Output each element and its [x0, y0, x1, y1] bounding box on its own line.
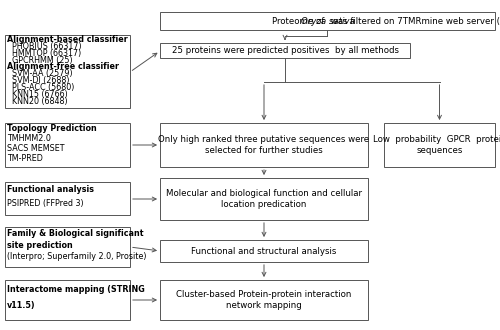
- Bar: [5, 280, 130, 320]
- Bar: [5, 35, 130, 108]
- Text: Functional analysis: Functional analysis: [7, 185, 94, 194]
- Text: v11.5): v11.5): [7, 301, 36, 310]
- Text: site prediction: site prediction: [7, 241, 73, 250]
- Text: Molecular and biological function and cellular
location predication: Molecular and biological function and ce…: [166, 189, 362, 209]
- Text: was filtered on 7TMRmine web server (66317 proteins): was filtered on 7TMRmine web server (663…: [328, 16, 500, 25]
- Bar: [160, 123, 368, 167]
- Text: Proteome of: Proteome of: [272, 16, 328, 25]
- Text: Low  probability  GPCR  protein
sequences: Low probability GPCR protein sequences: [372, 135, 500, 155]
- Text: SVM-AA (2579): SVM-AA (2579): [7, 69, 72, 79]
- Text: Functional and structural analysis: Functional and structural analysis: [192, 247, 336, 255]
- Bar: [5, 227, 130, 267]
- Text: GPCRHMM (25): GPCRHMM (25): [7, 55, 72, 65]
- Text: Family & Biological significant: Family & Biological significant: [7, 229, 143, 238]
- Bar: [5, 123, 130, 167]
- Text: Only high ranked three putative sequences were
selected for further studies: Only high ranked three putative sequence…: [158, 135, 370, 155]
- Text: Cluster-based Protein-protein interaction
network mapping: Cluster-based Protein-protein interactio…: [176, 290, 352, 310]
- Bar: [160, 43, 410, 58]
- Text: TM-PRED: TM-PRED: [7, 154, 43, 163]
- Text: Oryza sativa: Oryza sativa: [300, 16, 354, 25]
- Text: HMMTOP (66317): HMMTOP (66317): [7, 49, 81, 57]
- Bar: [5, 182, 130, 215]
- Text: PSIPRED (FFPred 3): PSIPRED (FFPred 3): [7, 199, 84, 208]
- Text: Alignment-free classifier: Alignment-free classifier: [7, 62, 119, 72]
- Bar: [160, 240, 368, 262]
- Bar: [160, 280, 368, 320]
- Text: KNN20 (6848): KNN20 (6848): [7, 97, 68, 106]
- Text: Alignment-based classifier: Alignment-based classifier: [7, 35, 128, 44]
- Bar: [160, 12, 495, 30]
- Text: Topology Prediction: Topology Prediction: [7, 124, 97, 133]
- Text: Interactome mapping (STRING: Interactome mapping (STRING: [7, 285, 145, 294]
- Bar: [160, 178, 368, 220]
- Text: PLS-ACC (5680): PLS-ACC (5680): [7, 83, 74, 92]
- Text: 25 proteins were predicted positives  by all methods: 25 proteins were predicted positives by …: [172, 46, 398, 55]
- Text: PHOBIUS (66317): PHOBIUS (66317): [7, 42, 82, 50]
- Text: KNN15 (6766): KNN15 (6766): [7, 90, 68, 99]
- Text: SACS MEMSET: SACS MEMSET: [7, 144, 64, 153]
- Text: (Interpro; Superfamily 2.0, Prosite): (Interpro; Superfamily 2.0, Prosite): [7, 252, 146, 261]
- Text: TMHMM2.0: TMHMM2.0: [7, 134, 51, 143]
- Bar: [384, 123, 495, 167]
- Text: SVM-DI (2688): SVM-DI (2688): [7, 76, 70, 85]
